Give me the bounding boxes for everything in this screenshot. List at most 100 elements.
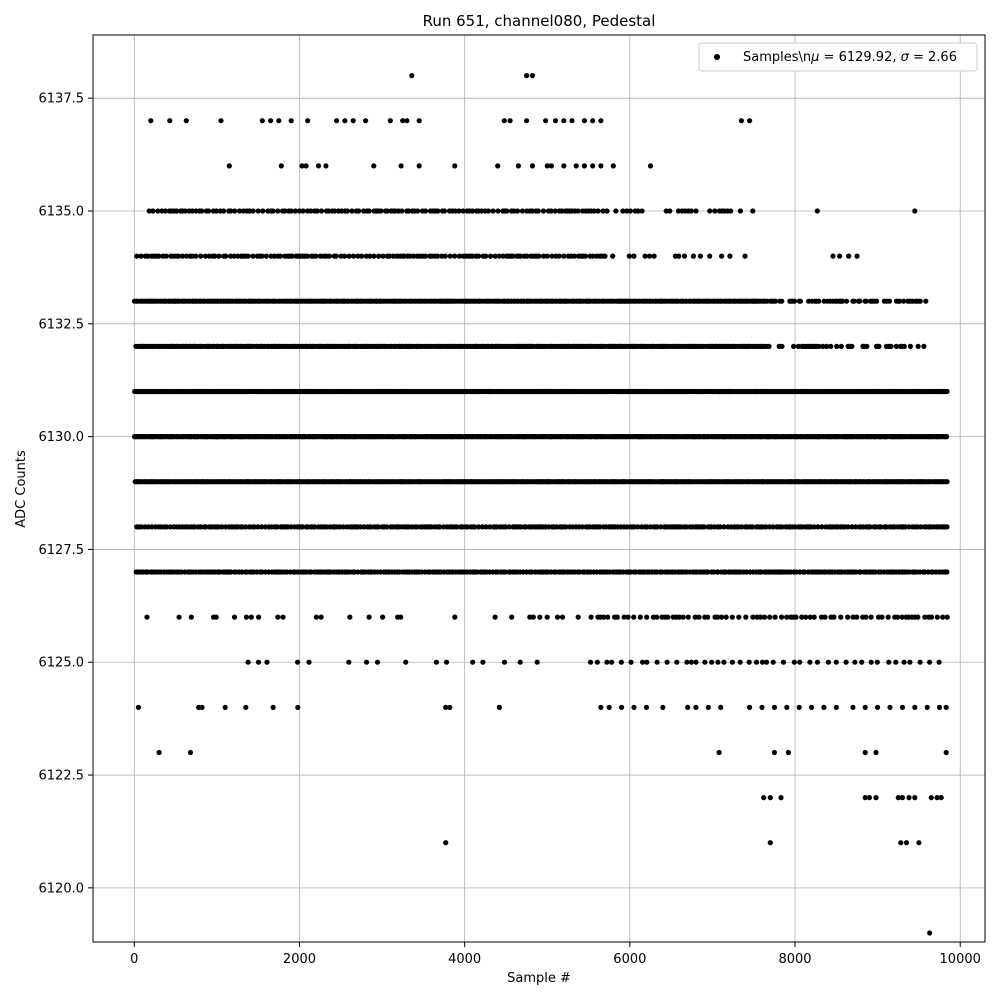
data-point [135,704,141,711]
data-point [503,524,509,530]
data-point [226,163,232,169]
data-point [763,659,770,665]
data-point [779,343,785,349]
data-point [496,253,502,259]
y-tick-label: 6127.5 [39,543,85,558]
data-point [182,208,188,214]
data-point [838,614,844,620]
data-point [203,524,209,530]
data-point [544,253,550,259]
data-point [901,659,907,665]
data-point [384,524,390,530]
data-point [644,614,650,620]
data-point [145,524,151,530]
data-point [548,163,555,169]
data-point [288,208,294,214]
data-point [492,253,498,259]
data-point [928,614,935,620]
data-point [791,659,797,665]
data-point [144,614,150,620]
data-point [676,253,682,259]
data-point [366,614,372,620]
data-point [561,118,567,124]
data-point [702,659,708,665]
data-point [245,659,251,665]
y-tick-label: 6125.0 [39,656,85,671]
data-point [292,208,298,214]
data-point [895,614,901,620]
data-point [837,253,843,259]
data-point [403,659,409,665]
data-point [488,253,494,259]
data-point [175,253,182,259]
data-point [759,704,765,711]
data-point [212,253,218,259]
data-point [701,524,707,530]
data-point [501,659,508,665]
data-point [476,253,482,259]
data-point [534,659,540,665]
data-point [707,208,713,214]
data-point [791,298,798,304]
data-point [350,253,357,259]
data-point [264,659,270,665]
data-point [665,614,671,620]
data-point [750,614,756,620]
data-point [907,343,914,349]
data-point [590,163,596,169]
data-point [167,118,173,124]
data-point [651,253,657,259]
data-point [452,163,458,169]
data-point [414,524,420,530]
data-point [595,208,601,214]
data-point [363,118,369,124]
data-point [631,524,637,530]
data-point [712,208,718,214]
data-point [326,253,332,259]
data-point [223,253,229,259]
data-point [202,253,209,259]
data-point [767,795,773,801]
data-point [845,524,851,530]
data-point [897,298,903,304]
data-point [250,208,256,214]
data-point [367,253,373,259]
data-point [398,614,404,620]
data-point [674,659,680,665]
data-point [554,614,561,620]
data-point [228,208,234,214]
data-point [228,253,234,259]
data-point [693,208,699,214]
data-point [875,704,881,711]
x-tick-label: 2000 [283,952,316,967]
data-point [642,253,648,259]
data-point [540,208,547,214]
data-point [707,253,713,259]
data-point [834,343,840,349]
data-point [174,208,180,214]
data-point [793,614,799,620]
data-point [647,163,654,169]
data-point [625,614,631,620]
data-point [376,253,382,259]
data-point [784,704,790,711]
data-point [150,208,156,214]
data-point [299,163,305,169]
data-point [250,253,256,259]
data-point [258,524,265,530]
data-point [737,208,744,214]
data-point [866,795,873,801]
data-point [387,253,393,259]
data-point [248,614,254,620]
data-point [893,659,899,665]
data-point [779,298,785,304]
data-point [573,163,579,169]
data-point [163,524,170,530]
data-point [598,163,604,169]
data-point [759,659,766,665]
data-point [606,704,612,711]
data-point [245,253,251,259]
data-point [575,208,581,214]
data-point [833,659,839,665]
data-point [609,659,615,665]
